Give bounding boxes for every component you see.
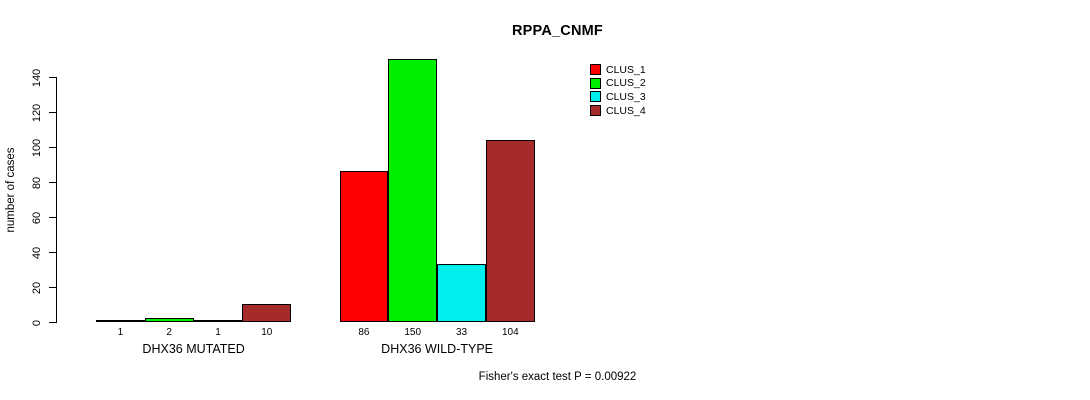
y-tick-label: 100 <box>31 138 43 157</box>
legend-item-clus_1: CLUS_1 <box>590 63 646 77</box>
chart-title: RPPA_CNMF <box>512 23 603 39</box>
bar-clus_4-mutated <box>242 304 292 322</box>
fisher-test-annotation: Fisher's exact test P = 0.00922 <box>478 371 637 383</box>
y-tick-label: 80 <box>31 176 43 189</box>
y-tick <box>49 112 56 114</box>
legend-label: CLUS_1 <box>606 63 646 76</box>
y-tick-label: 40 <box>31 246 43 259</box>
bar-clus_3-mutated <box>193 320 243 322</box>
bar-clus_2-wildtype <box>388 59 438 322</box>
bar-value-label: 33 <box>455 327 468 338</box>
group-label: DHX36 WILD-TYPE <box>381 342 494 356</box>
legend-swatch-clus_4 <box>590 105 601 117</box>
bar-value-label: 1 <box>215 327 221 338</box>
y-tick <box>49 322 56 324</box>
bar-clus_3-wildtype <box>437 264 486 322</box>
legend-item-clus_3: CLUS_3 <box>590 90 646 104</box>
y-tick-label: 140 <box>31 68 43 87</box>
y-axis-line <box>56 77 58 323</box>
bar-clus_1-wildtype <box>339 171 389 322</box>
y-tick <box>49 77 56 79</box>
bar-value-label: 10 <box>261 327 273 338</box>
bar-value-label: 2 <box>166 327 172 338</box>
y-tick <box>49 182 56 184</box>
legend-swatch-clus_3 <box>590 91 601 103</box>
legend-item-clus_2: CLUS_2 <box>590 77 646 91</box>
bar-clus_2-mutated <box>144 318 194 322</box>
y-tick-label: 60 <box>31 211 43 224</box>
y-tick <box>49 287 56 289</box>
bar-value-label: 104 <box>501 327 519 338</box>
y-tick-label: 20 <box>31 281 43 294</box>
bar-clus_1-mutated <box>96 320 145 322</box>
legend-label: CLUS_2 <box>606 77 646 90</box>
legend-swatch-clus_1 <box>590 64 601 76</box>
legend: CLUS_1 CLUS_2 CLUS_3 CLUS_4 <box>590 63 646 117</box>
legend-label: CLUS_3 <box>606 90 646 103</box>
y-tick <box>49 147 56 149</box>
y-tick <box>49 217 56 219</box>
group-label: DHX36 MUTATED <box>142 342 245 356</box>
legend-swatch-clus_2 <box>590 77 601 89</box>
bar-value-label: 1 <box>117 327 124 338</box>
legend-label: CLUS_4 <box>606 104 646 117</box>
bar-clus_4-wildtype <box>485 140 535 322</box>
legend-item-clus_4: CLUS_4 <box>590 104 646 118</box>
bar-value-label: 150 <box>404 327 422 338</box>
y-tick-label: 0 <box>31 319 43 326</box>
bar-value-label: 86 <box>358 327 370 338</box>
y-tick-label: 120 <box>31 103 43 122</box>
y-tick <box>49 252 56 254</box>
